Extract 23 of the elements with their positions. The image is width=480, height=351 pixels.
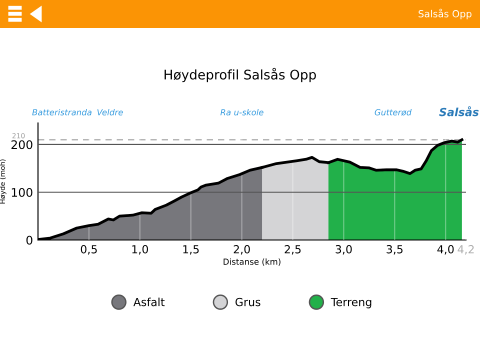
text: Salsås: [439, 106, 479, 116]
x-tick-label: 2,0: [234, 245, 250, 255]
x-tick-label: 3,0: [336, 245, 352, 255]
x-tick-label: 1,0: [132, 245, 148, 255]
text: Veldre: [97, 108, 123, 116]
x-tick-label: 3,5: [386, 245, 403, 255]
x-tick-label: 2,5: [284, 245, 301, 255]
x-tick-label: 0,5: [80, 245, 97, 255]
y-tick-label: 200: [11, 140, 32, 150]
text: Gutterød: [374, 108, 412, 116]
y-tick-label: 100: [12, 188, 32, 197]
legend-label: Asfalt: [133, 298, 165, 306]
x-tick-label: 4,0: [437, 245, 454, 255]
x-tick-label: 4,2: [458, 245, 474, 255]
legend-label: Terreng: [330, 298, 372, 308]
x-axis-title: Distanse (km): [224, 258, 280, 266]
text: Batteristranda: [32, 108, 92, 116]
text: Ra u-skole: [220, 108, 264, 116]
legend-label: Grus: [235, 298, 260, 306]
y-tick-label: 0: [26, 236, 32, 245]
chart-title: Høydeprofil Salsås Opp: [164, 68, 316, 82]
text: Salsås Opp: [418, 8, 472, 20]
x-tick-label: 1,5: [183, 245, 199, 255]
